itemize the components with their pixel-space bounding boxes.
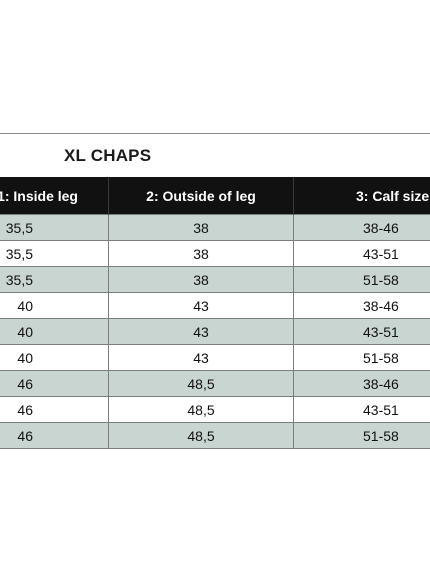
table-row: 46 48,5 51-58 — [0, 422, 430, 449]
cell-calf-size: 43-51 — [293, 318, 430, 345]
cell-calf-size: 38-46 — [293, 292, 430, 319]
cell-inside-leg: 40 — [0, 292, 109, 319]
cell-calf-size: 51-58 — [293, 266, 430, 293]
cell-outside-leg: 48,5 — [108, 370, 294, 397]
size-table-wrapper: 1: Inside leg 2: Outside of leg 3: Calf … — [0, 177, 430, 449]
cell-calf-size: 38-46 — [293, 370, 430, 397]
cell-calf-size: 43-51 — [293, 396, 430, 423]
cell-calf-size: 51-58 — [293, 344, 430, 371]
cell-outside-leg: 43 — [108, 344, 294, 371]
top-divider — [0, 133, 430, 134]
table-row: 46 48,5 38-46 — [0, 370, 430, 397]
table-header-row: 1: Inside leg 2: Outside of leg 3: Calf … — [0, 177, 430, 215]
cell-outside-leg: 43 — [108, 318, 294, 345]
cell-inside-leg: 40 — [0, 318, 109, 345]
cell-outside-leg: 48,5 — [108, 422, 294, 449]
cell-inside-leg: 46 — [0, 370, 109, 397]
table-row: 35,5 38 38-46 — [0, 214, 430, 241]
cell-calf-size: 38-46 — [293, 214, 430, 241]
cell-inside-leg: 35,5 — [0, 266, 109, 293]
table-row: 40 43 43-51 — [0, 318, 430, 345]
table-row: 40 43 51-58 — [0, 344, 430, 371]
table-row: 35,5 38 43-51 — [0, 240, 430, 267]
cell-outside-leg: 48,5 — [108, 396, 294, 423]
cell-inside-leg: 35,5 — [0, 214, 109, 241]
cell-outside-leg: 43 — [108, 292, 294, 319]
cell-calf-size: 51-58 — [293, 422, 430, 449]
cell-inside-leg: 35,5 — [0, 240, 109, 267]
table-row: 46 48,5 43-51 — [0, 396, 430, 423]
header-outside-leg: 2: Outside of leg — [108, 177, 294, 215]
table-row: 35,5 38 51-58 — [0, 266, 430, 293]
size-table: 1: Inside leg 2: Outside of leg 3: Calf … — [0, 177, 430, 449]
cell-outside-leg: 38 — [108, 266, 294, 293]
cell-outside-leg: 38 — [108, 240, 294, 267]
cell-outside-leg: 38 — [108, 214, 294, 241]
header-calf-size: 3: Calf size — [293, 177, 430, 215]
cell-calf-size: 43-51 — [293, 240, 430, 267]
header-inside-leg: 1: Inside leg — [0, 177, 109, 215]
cell-inside-leg: 40 — [0, 344, 109, 371]
chart-title: XL CHAPS — [64, 146, 152, 165]
cell-inside-leg: 46 — [0, 422, 109, 449]
table-row: 40 43 38-46 — [0, 292, 430, 319]
cell-inside-leg: 46 — [0, 396, 109, 423]
